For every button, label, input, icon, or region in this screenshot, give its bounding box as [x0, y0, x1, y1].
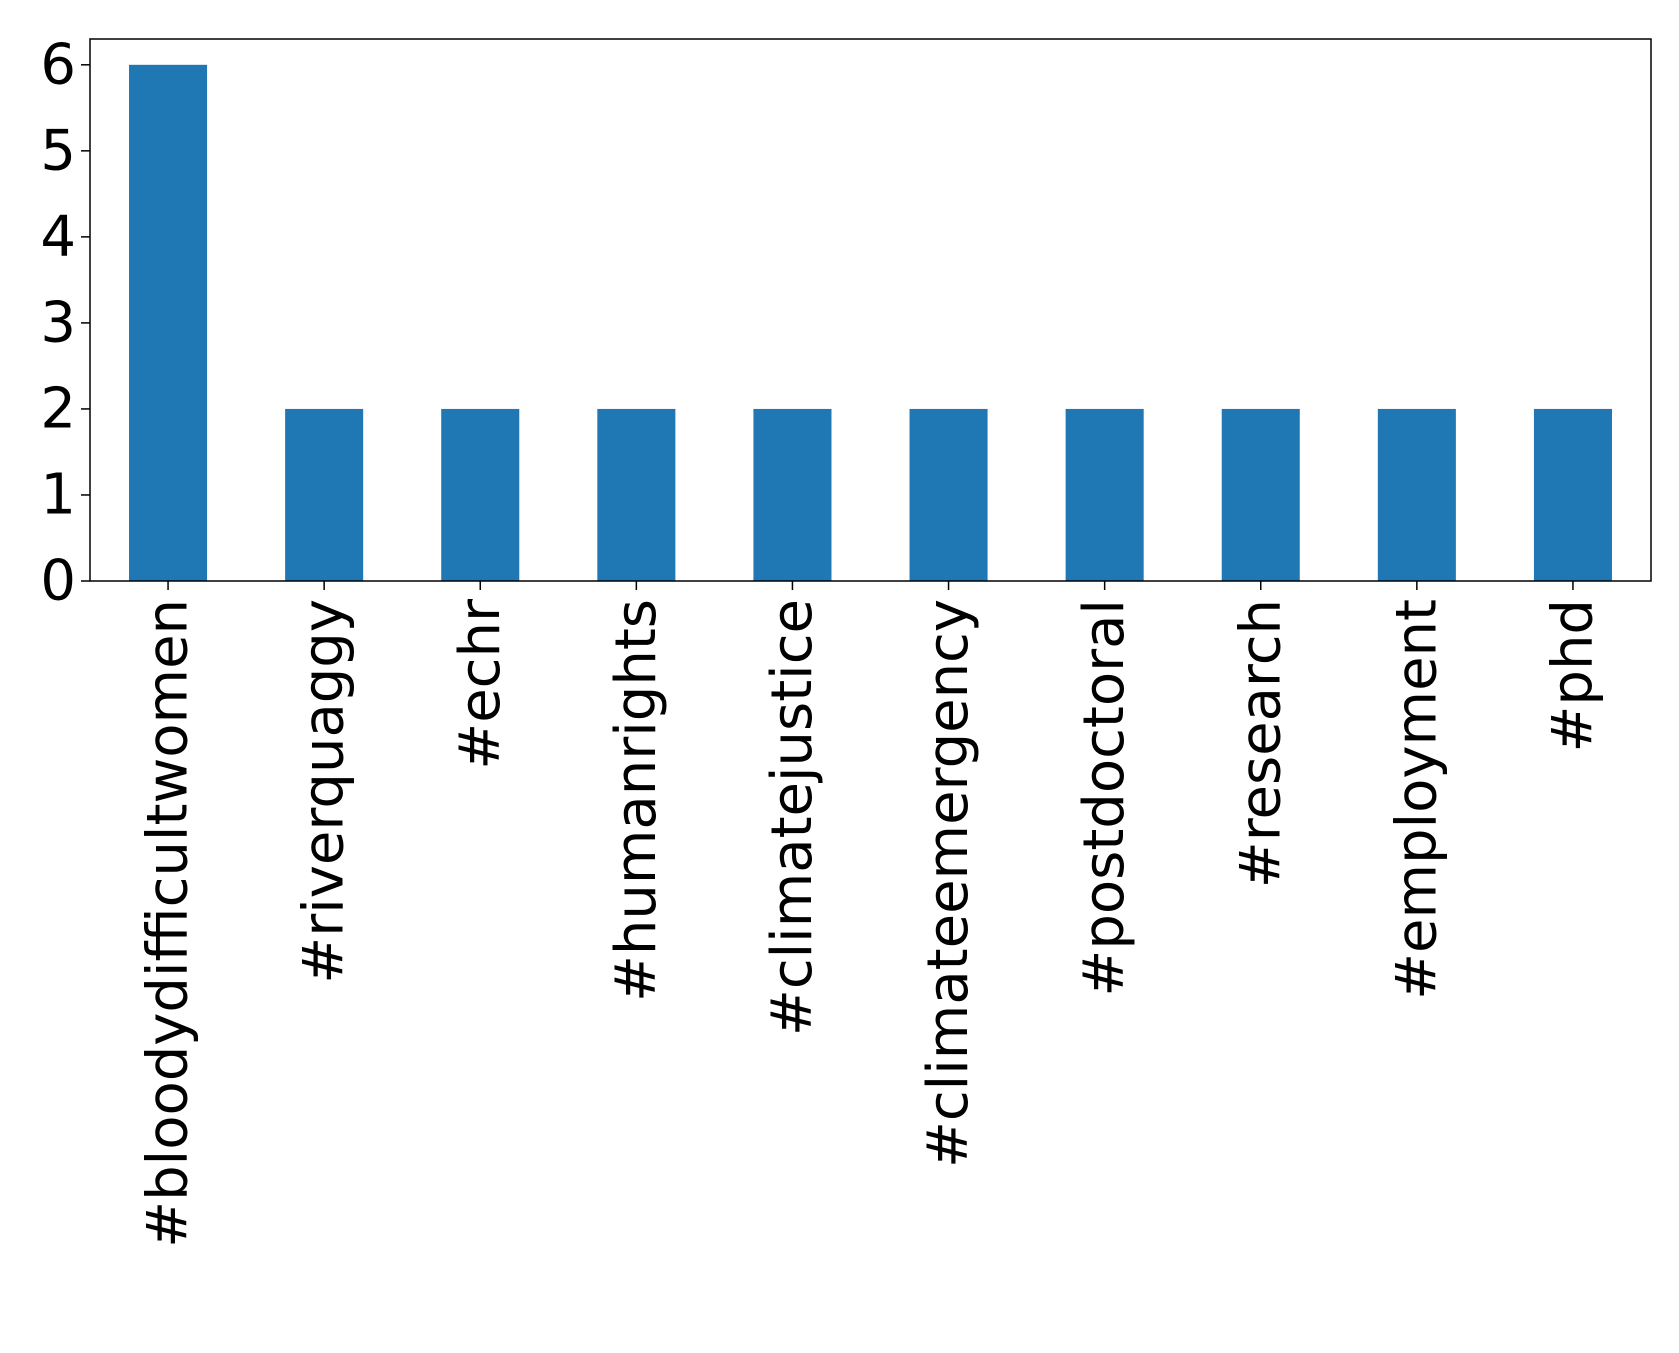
bar-climateemergency — [909, 408, 988, 581]
bar-riverquaggy — [285, 408, 364, 581]
x-tick-label: #bloodydifficultwomen — [136, 599, 201, 1248]
x-tick-label: #humanrights — [604, 599, 669, 1002]
plot-frame — [89, 38, 1652, 582]
bar-climatejustice — [753, 408, 832, 581]
x-tick-label: #climatejustice — [760, 599, 825, 1036]
bar-postdoctoral — [1065, 408, 1144, 581]
y-tick-label: 3 — [40, 290, 76, 355]
y-axis: 0 1 2 3 4 5 6 — [40, 32, 90, 614]
bars-group — [129, 64, 1612, 582]
x-tick-label: #phd — [1540, 599, 1605, 753]
y-tick-label: 0 — [40, 549, 76, 614]
bar-bloodydifficultwomen — [129, 64, 208, 582]
y-tick-label: 1 — [40, 462, 76, 527]
x-tick-label: #research — [1228, 599, 1293, 888]
x-tick-label: #echr — [448, 598, 513, 770]
x-tick-label: #riverquaggy — [292, 599, 357, 984]
y-tick-label: 6 — [40, 32, 76, 97]
y-tick-label: 4 — [40, 204, 76, 269]
x-tick-label: #postdoctoral — [1072, 599, 1137, 997]
bar-humanrights — [597, 408, 676, 581]
y-tick-label: 5 — [40, 118, 76, 183]
bar-phd — [1533, 408, 1612, 581]
bar-echr — [441, 408, 520, 581]
x-tick-label: #employment — [1384, 599, 1449, 1000]
bar-research — [1221, 408, 1300, 581]
bar-employment — [1377, 408, 1456, 581]
x-tick-label: #climateemergency — [916, 599, 981, 1168]
x-axis: #bloodydifficultwomen #riverquaggy #echr #h… — [136, 581, 1605, 1248]
y-tick-label: 2 — [40, 376, 76, 441]
